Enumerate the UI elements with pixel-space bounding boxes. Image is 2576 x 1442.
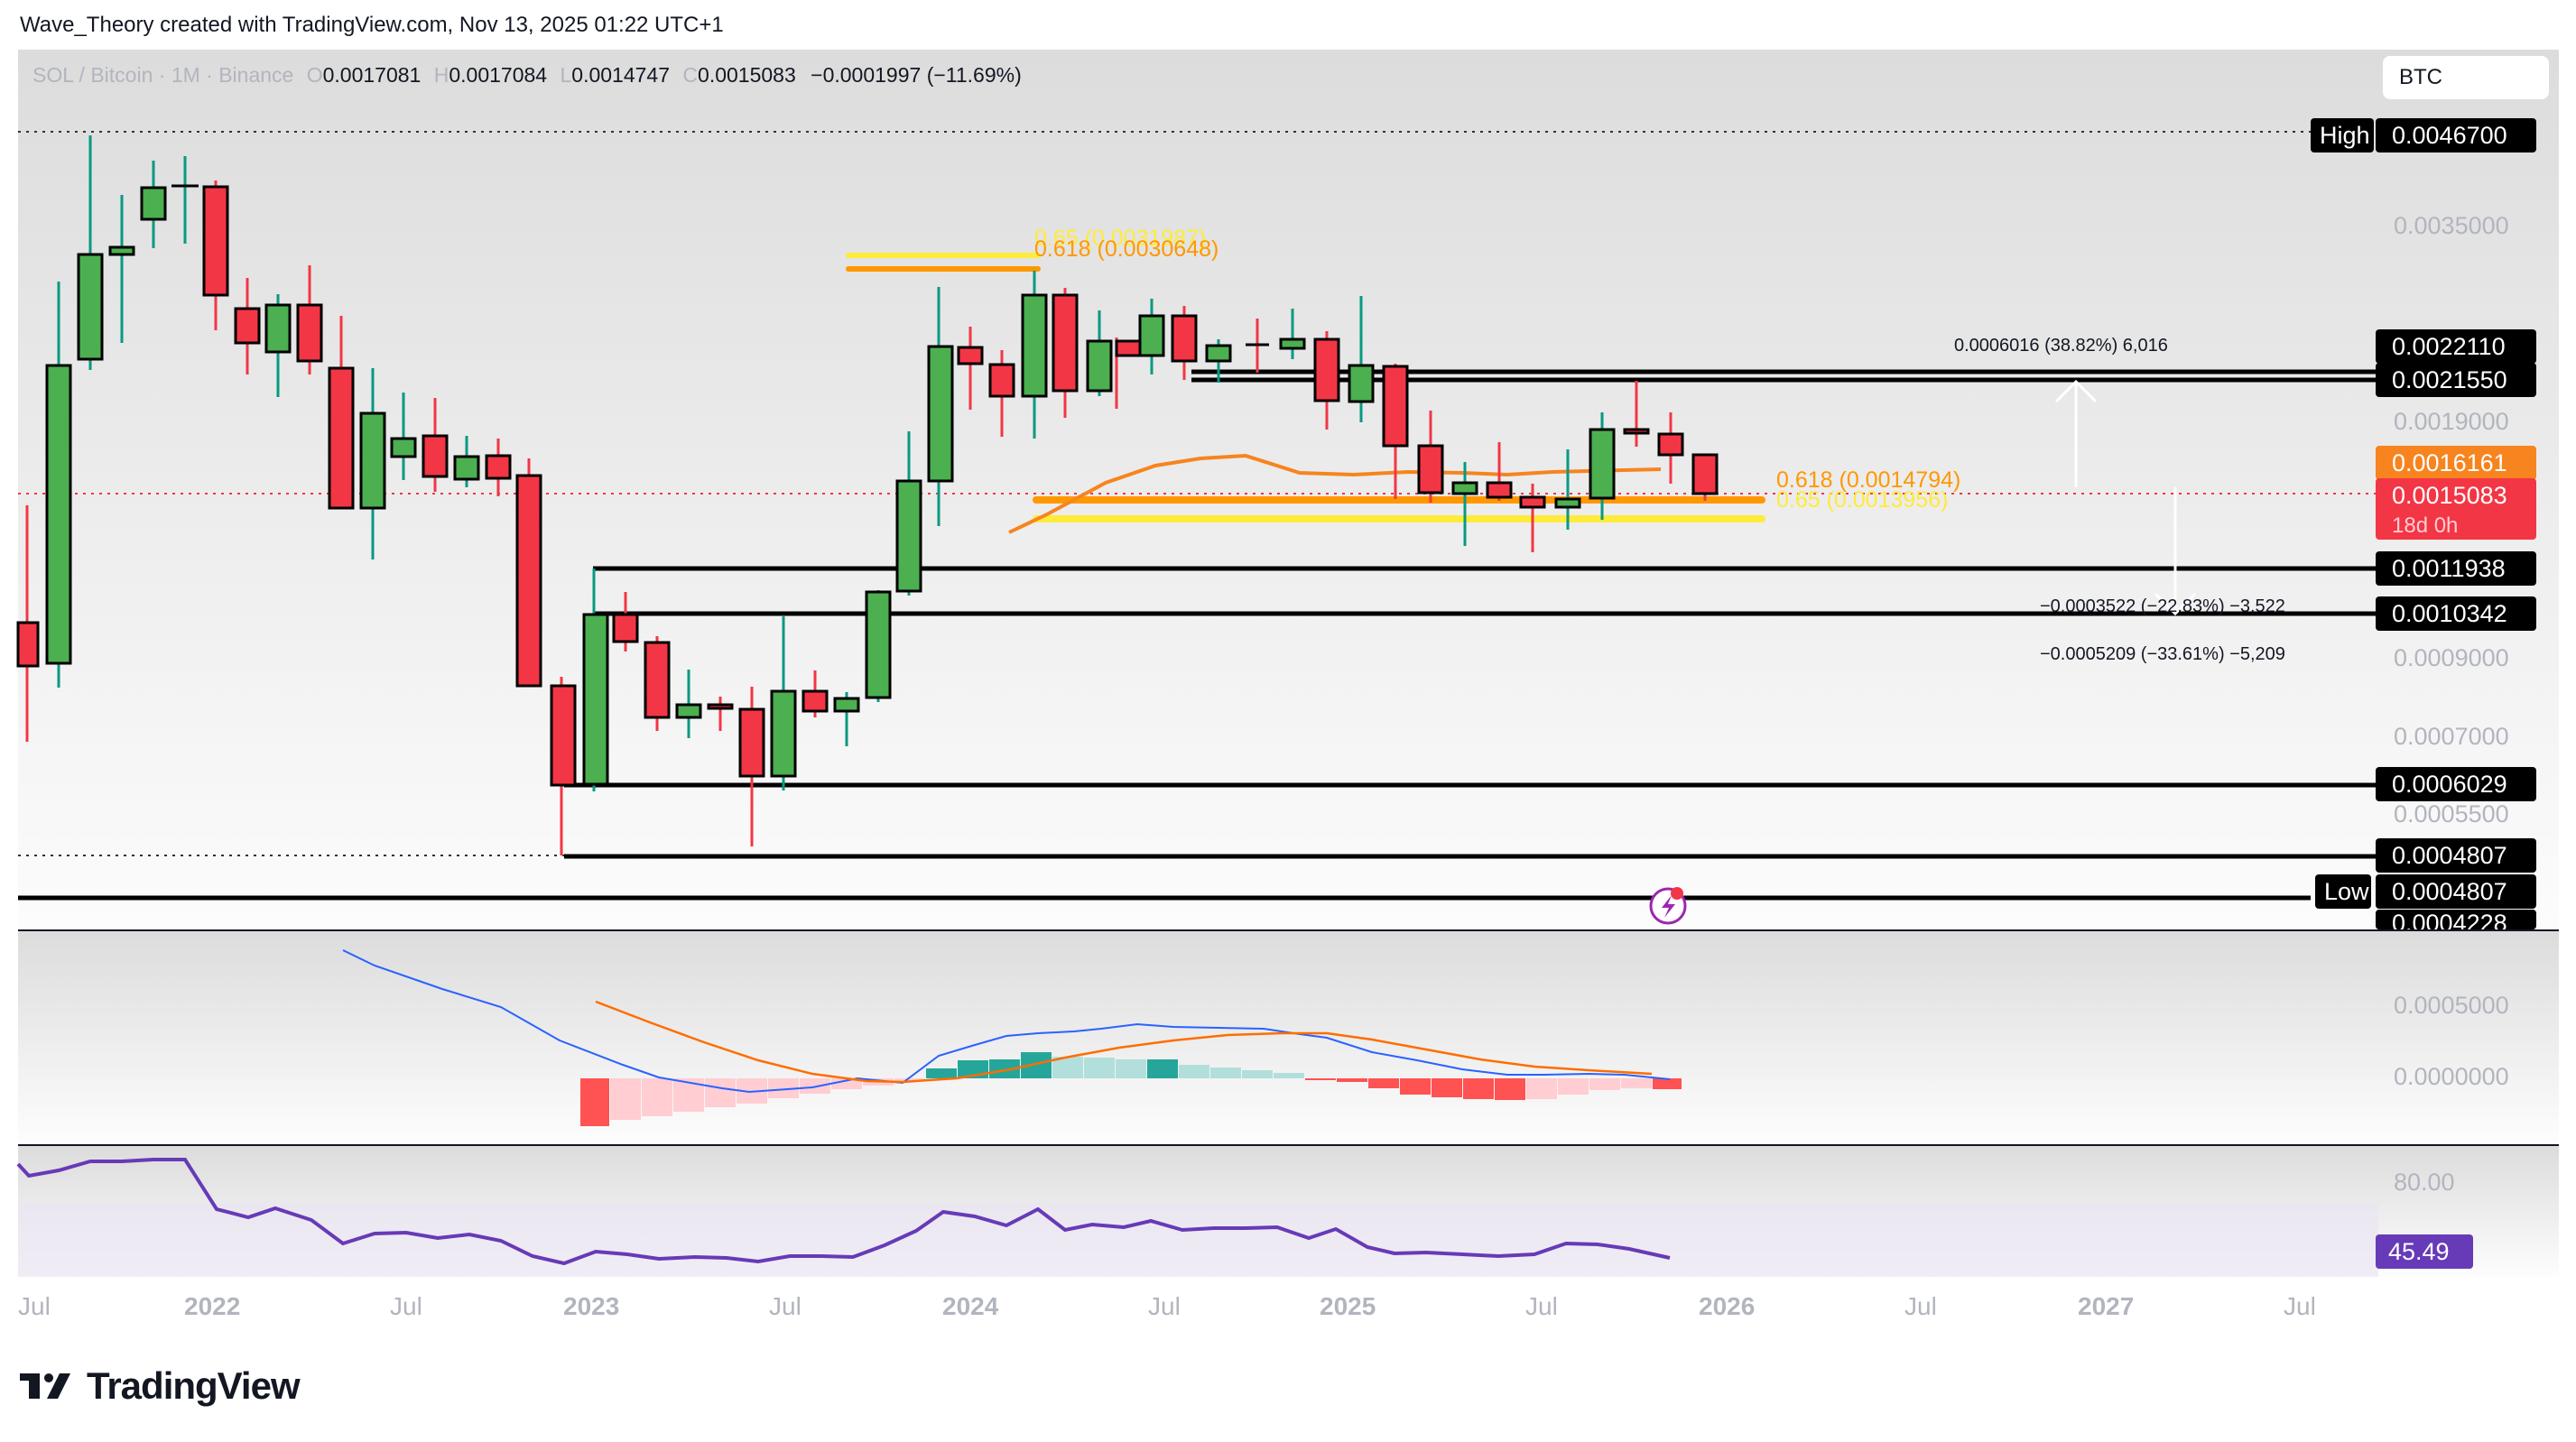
level-label: 0.0010342: [2376, 596, 2536, 631]
macd-tick: 0.0000000: [2394, 1063, 2509, 1090]
time-label: Jul: [1904, 1292, 1937, 1320]
tradingview-logo-icon: [20, 1373, 70, 1399]
low-price-label: 0.0004807: [2376, 874, 2536, 909]
fib-levels[interactable]: [846, 253, 1765, 522]
macd-signal-line: [595, 1000, 1653, 1084]
macd-pane[interactable]: [18, 931, 2559, 1144]
price-tick: 0.0009000: [2394, 644, 2509, 671]
level-label: 0.0006029: [2376, 767, 2536, 801]
time-label: 2027: [2078, 1292, 2135, 1320]
tradingview-logo[interactable]: TradingView: [20, 1364, 301, 1408]
high-value: 0.0017084: [449, 63, 548, 87]
level-label: 0.0004807: [2376, 838, 2536, 873]
ma-price-label: 0.0016161: [2376, 446, 2536, 480]
macd-line: [342, 949, 1671, 1094]
time-label: Jul: [1148, 1292, 1181, 1320]
time-label: Jul: [769, 1292, 802, 1320]
last-price-value: 0.0015083: [2392, 482, 2507, 509]
rsi-line: [16, 1158, 1671, 1266]
level-label: 0.0004228: [2376, 910, 2536, 929]
close-value: 0.0015083: [698, 63, 796, 87]
chart-credit: Wave_Theory created with TradingView.com…: [20, 13, 724, 37]
time-label: Jul: [1525, 1292, 1558, 1320]
high-label: H: [433, 63, 449, 87]
high-tag: High: [2311, 118, 2374, 153]
rsi-band: [18, 1203, 2378, 1277]
time-label: 2024: [942, 1292, 999, 1320]
high-price-label: 0.0046700: [2376, 118, 2536, 153]
fib-label: 0.65 (0.0031987): [1034, 226, 1207, 251]
fib-label: 0.618 (0.0014794): [1776, 467, 1961, 493]
candles[interactable]: [16, 135, 1719, 855]
measure-label: −0.0005209 (−33.61%) −5,209: [2040, 644, 2285, 664]
rsi-tick: 80.00: [2394, 1169, 2455, 1196]
price-tick: 0.0007000: [2394, 723, 2509, 750]
time-label: 2026: [1699, 1292, 1756, 1320]
close-label: C: [682, 63, 699, 87]
symbol-title[interactable]: SOL / Bitcoin · 1M · Binance: [32, 63, 294, 87]
time-label: 2022: [184, 1292, 241, 1320]
level-label: 0.0022110: [2376, 329, 2536, 364]
low-label: L: [560, 63, 572, 87]
fib-label: 0.65 (0.0013956): [1776, 487, 1949, 513]
candle-countdown: 18d 0h: [2392, 513, 2459, 538]
rsi-value-label: 45.49: [2376, 1234, 2473, 1269]
measure-label: 0.0006016 (38.82%) 6,016: [1954, 336, 2168, 356]
main-pane[interactable]: [18, 50, 2559, 929]
time-label: Jul: [2284, 1292, 2316, 1320]
low-value: 0.0014747: [571, 63, 671, 87]
open-label: O: [306, 63, 323, 87]
price-tick: 0.0005500: [2394, 800, 2509, 827]
time-label: Jul: [390, 1292, 422, 1320]
lightning-alert-icon[interactable]: [1649, 887, 1687, 925]
measure-label: −0.0003522 (−22.83%) −3,522: [2040, 596, 2285, 616]
tradingview-wordmark: TradingView: [87, 1364, 301, 1407]
time-label: 2025: [1320, 1292, 1376, 1320]
time-label: 2023: [563, 1292, 620, 1320]
change-value: −0.0001997 (−11.69%): [811, 63, 1022, 87]
symbol-legend[interactable]: SOL / Bitcoin · 1M · Binance O0.0017081 …: [32, 63, 1022, 88]
price-tick: 0.0035000: [2394, 212, 2509, 239]
fib-label: 0.618 (0.0030648): [1034, 236, 1219, 262]
time-label: Jul: [18, 1292, 51, 1320]
low-tag: Low: [2315, 874, 2371, 909]
macd-tick: 0.0005000: [2394, 992, 2509, 1019]
currency-button[interactable]: BTC: [2383, 56, 2549, 99]
price-tick: 0.0019000: [2394, 408, 2509, 435]
moving-average: [1008, 453, 1662, 534]
level-label: 0.0011938: [2376, 551, 2536, 586]
level-label: 0.0021550: [2376, 363, 2536, 397]
open-value: 0.0017081: [322, 63, 422, 87]
last-price-label: 0.0015083 18d 0h: [2376, 478, 2536, 540]
measure-arrows: [2054, 379, 2197, 616]
